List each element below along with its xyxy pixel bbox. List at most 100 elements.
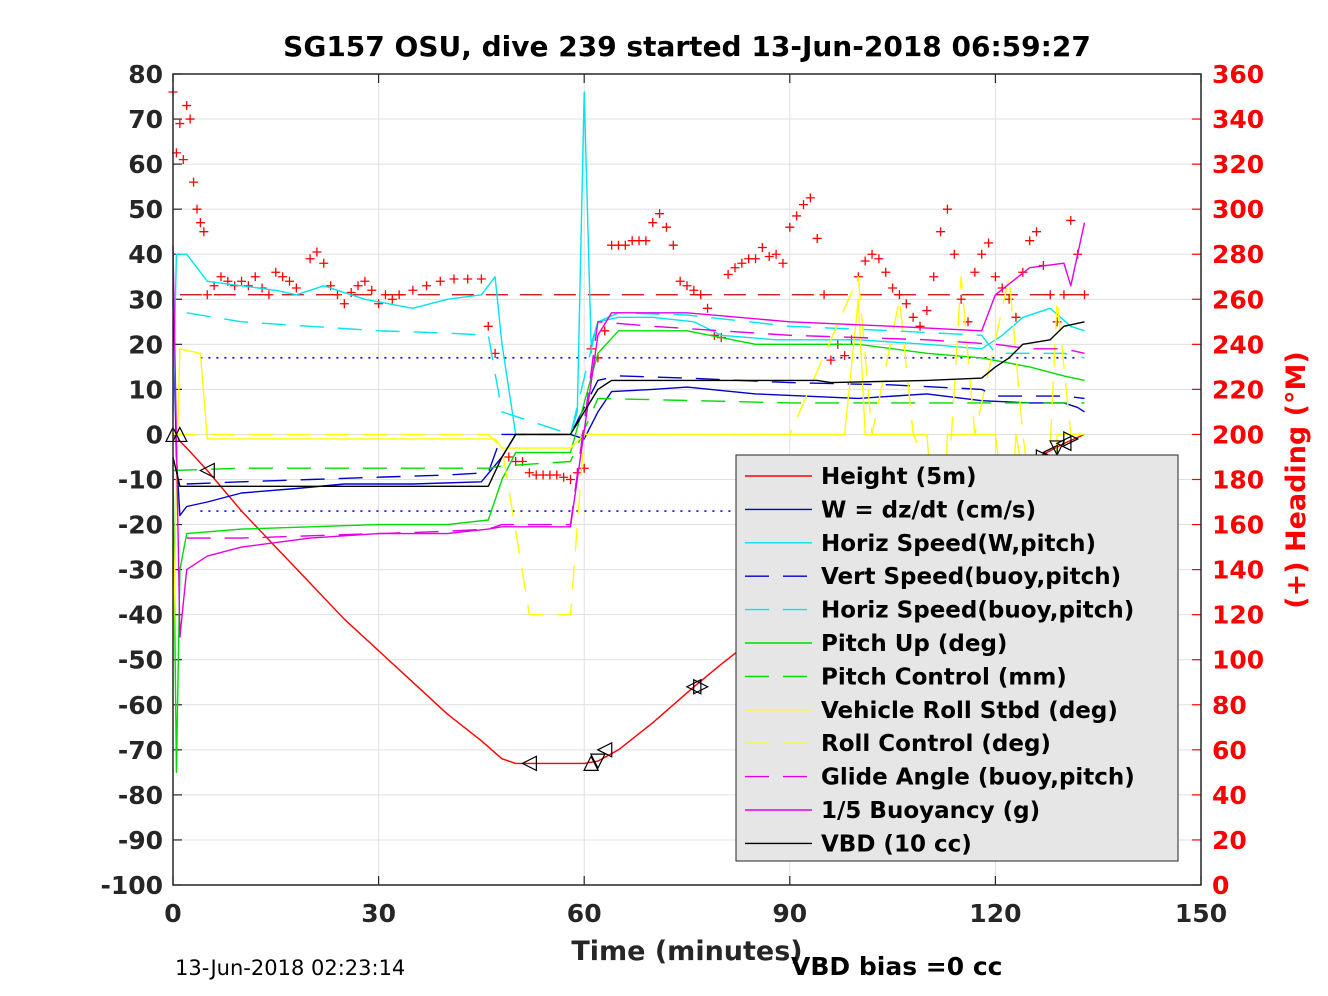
- y-tick-label: 50: [128, 195, 163, 224]
- legend-entry-label: Height (5m): [821, 464, 977, 490]
- heading-point: [785, 222, 795, 232]
- heading-point: [812, 233, 822, 243]
- heading-point: [682, 281, 692, 291]
- heading-point: [730, 263, 740, 273]
- legend-items: Height (5m) W = dz/dt (cm/s) Horiz Speed(W…: [745, 464, 1135, 857]
- y-tick-label: -50: [118, 646, 163, 675]
- y-right-axis-label: (+) Heading (°M): [1281, 351, 1312, 608]
- y-right-tick-label: 140: [1212, 556, 1264, 585]
- heading-point: [648, 218, 658, 228]
- y-right-tick-label: 360: [1212, 60, 1264, 89]
- y-right-tick-label: 40: [1212, 781, 1247, 810]
- legend: Height (5m) W = dz/dt (cm/s) Horiz Speed(W…: [735, 454, 1179, 862]
- heading-point: [483, 321, 493, 331]
- heading-point: [1079, 290, 1089, 300]
- y-right-tick-label: 220: [1212, 375, 1264, 404]
- heading-point: [565, 475, 575, 484]
- y-right-tick-label: 20: [1212, 826, 1247, 855]
- y-tick-label: -80: [118, 781, 163, 810]
- series-line: [172, 321, 1085, 487]
- heading-point: [915, 321, 925, 331]
- heading-point: [620, 240, 630, 250]
- heading-point: [250, 272, 260, 282]
- heading-point: [977, 249, 987, 259]
- heading-point: [661, 222, 671, 232]
- y-right-tick-label: 100: [1212, 646, 1264, 675]
- heading-point: [771, 249, 781, 259]
- heading-point: [805, 193, 815, 203]
- heading-point: [408, 285, 418, 295]
- y-right-tick-label: 320: [1212, 150, 1264, 179]
- heading-point: [1025, 236, 1035, 246]
- y-tick-label: 70: [128, 105, 163, 134]
- y-tick-label: 30: [128, 285, 163, 314]
- y-right-tick-label: 80: [1212, 691, 1247, 720]
- x-tick-label: 0: [164, 899, 181, 928]
- y-right-tick-label: 200: [1212, 420, 1264, 449]
- x-tick-label: 30: [361, 899, 396, 928]
- heading-point: [1004, 294, 1014, 304]
- x-axis-label: Time (minutes): [571, 936, 802, 967]
- y-tick-label: -100: [100, 871, 163, 900]
- series-lines: [172, 91, 1086, 774]
- legend-entry-label: Vert Speed(buoy,pitch): [821, 564, 1121, 590]
- heading-point: [360, 276, 370, 286]
- heading-point: [291, 283, 301, 293]
- heading-point: [984, 238, 994, 248]
- heading-point: [422, 281, 432, 291]
- height-vertex-marker: [171, 426, 188, 443]
- heading-point: [751, 254, 761, 264]
- legend-entry-label: W = dz/dt (cm/s): [821, 497, 1036, 523]
- heading-point: [192, 204, 202, 214]
- legend-entry-label: Roll Control (deg): [821, 731, 1051, 757]
- heading-point: [908, 312, 918, 322]
- chart-title: SG157 OSU, dive 239 started 13-Jun-2018 …: [283, 30, 1091, 63]
- y-right-tick-label: 160: [1212, 511, 1264, 540]
- y-tick-label: -10: [118, 466, 163, 495]
- series-line: [186, 312, 1085, 436]
- heading-point: [990, 272, 1000, 282]
- heading-point: [826, 355, 836, 365]
- legend-entry-label: Vehicle Roll Stbd (deg): [821, 698, 1118, 724]
- heading-point: [380, 290, 390, 300]
- y-right-tick-label: 300: [1212, 195, 1264, 224]
- y-tick-label: -90: [118, 826, 163, 855]
- heading-point: [319, 258, 329, 268]
- heading-point: [942, 204, 952, 214]
- height-vertex-marker: [596, 741, 613, 758]
- legend-entry-label: 1/5 Buoyancy (g): [821, 798, 1040, 824]
- y-tick-label: 20: [128, 330, 163, 359]
- legend-entry-label: Pitch Up (deg): [821, 631, 1007, 657]
- y-right-tick-label: 180: [1212, 466, 1264, 495]
- x-tick-labels: 0 30 60 90 120 150: [164, 899, 1227, 928]
- legend-entry-label: Glide Angle (buoy,pitch): [821, 765, 1135, 791]
- y-right-tick-label: 120: [1212, 601, 1264, 630]
- heading-point: [894, 290, 904, 300]
- y-right-tick-labels: 3603403203002802602402202001801601401201…: [1212, 60, 1264, 900]
- heading-point: [1032, 227, 1042, 237]
- heading-point: [305, 254, 315, 264]
- y-tick-label: -70: [118, 736, 163, 765]
- heading-point: [874, 254, 884, 264]
- heading-point: [1018, 267, 1028, 277]
- y-tick-label: -60: [118, 691, 163, 720]
- heading-point: [1059, 290, 1069, 300]
- heading-point: [524, 468, 534, 478]
- heading-points: [168, 87, 1089, 484]
- heading-point: [819, 290, 829, 300]
- plot-frame: [172, 73, 1202, 886]
- y-right-tick-label: 240: [1212, 330, 1264, 359]
- heading-point: [997, 283, 1007, 293]
- series-line: [172, 222, 1086, 638]
- heading-point: [799, 200, 809, 210]
- heading-point: [332, 290, 342, 300]
- y-right-tick-label: 260: [1212, 285, 1264, 314]
- heading-point: [888, 283, 898, 293]
- series-line: [172, 299, 1085, 517]
- height-vertex-marker: [198, 462, 215, 479]
- y-right-tick-label: 0: [1212, 871, 1229, 900]
- y-tick-label: 10: [128, 375, 163, 404]
- heading-point: [792, 211, 802, 221]
- y-tick-label: 0: [146, 420, 163, 449]
